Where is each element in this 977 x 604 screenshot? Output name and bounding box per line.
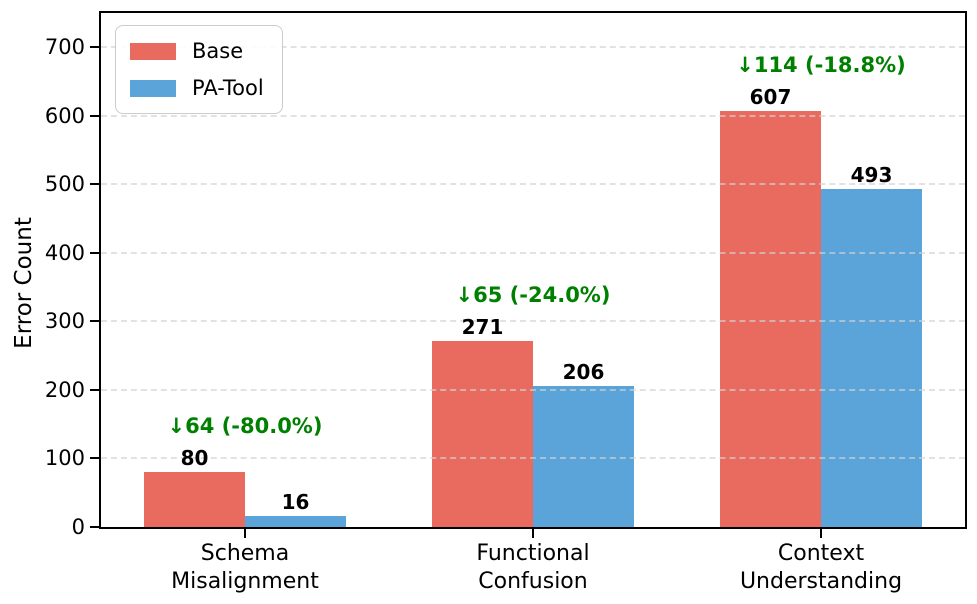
y-tick-mark xyxy=(90,388,99,391)
y-tick-label: 300 xyxy=(44,309,85,334)
y-tick-mark xyxy=(90,251,99,254)
legend-row: PA-Tool xyxy=(130,76,264,100)
bar-value-label: 493 xyxy=(850,163,893,188)
y-tick-label: 0 xyxy=(71,515,85,539)
y-axis-label: Error Count xyxy=(11,217,37,349)
x-tick-mark xyxy=(532,529,534,538)
y-tick-mark xyxy=(90,46,99,49)
bar-value-label: 80 xyxy=(180,446,209,471)
legend: Base PA-Tool xyxy=(115,25,283,114)
legend-swatch xyxy=(130,42,176,60)
reduction-annotation: ↓64 (-80.0%) xyxy=(167,414,323,439)
bar-pa-tool xyxy=(533,385,634,527)
gridline xyxy=(101,251,965,254)
x-tick-mark xyxy=(244,529,246,538)
reduction-annotation: ↓65 (-24.0%) xyxy=(455,283,611,308)
legend-label: PA-Tool xyxy=(192,76,264,100)
bar-value-label: 206 xyxy=(562,359,605,384)
bar-pa-tool xyxy=(245,516,346,527)
y-tick-label: 600 xyxy=(44,103,85,128)
plot-area: Base PA-Tool 80 16 ↓64 (-80.0%) 271 206 ↓65 (-… xyxy=(99,11,967,529)
gridline xyxy=(101,183,965,186)
y-tick-label: 400 xyxy=(44,240,85,265)
gridline xyxy=(101,114,965,117)
y-tick-mark xyxy=(90,526,99,528)
gridline xyxy=(101,320,965,323)
gridline xyxy=(101,46,965,49)
y-tick-mark xyxy=(90,320,99,323)
bar-value-label: 607 xyxy=(749,85,792,110)
bar-base xyxy=(720,111,821,527)
y-tick-label: 500 xyxy=(44,172,85,197)
gridline xyxy=(101,388,965,391)
y-tick-mark xyxy=(90,183,99,186)
legend-label: Base xyxy=(192,39,244,63)
legend-row: Base xyxy=(130,39,264,63)
y-tick-label: 700 xyxy=(44,35,85,60)
reduction-annotation: ↓114 (-18.8%) xyxy=(736,53,906,78)
legend-swatch xyxy=(130,79,176,97)
bar-value-label: 271 xyxy=(461,315,504,340)
bar-value-label: 16 xyxy=(281,490,310,515)
gridline xyxy=(101,457,965,460)
bar-base xyxy=(432,341,533,527)
y-tick-label: 100 xyxy=(44,446,85,471)
bar-base xyxy=(144,472,245,527)
y-tick-mark xyxy=(90,114,99,117)
y-tick-mark xyxy=(90,457,99,460)
x-category-label: Schema Misalignment xyxy=(171,541,319,594)
y-tick-label: 200 xyxy=(44,377,85,402)
x-category-label: Context Understanding xyxy=(739,541,903,594)
bar-pa-tool xyxy=(821,189,922,527)
x-category-label: Functional Confusion xyxy=(476,541,590,594)
x-tick-mark xyxy=(820,529,822,538)
